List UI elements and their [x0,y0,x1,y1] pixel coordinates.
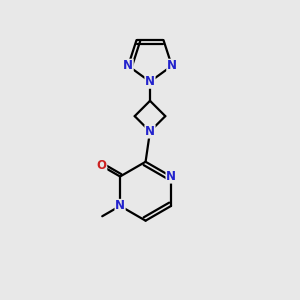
Text: N: N [145,125,155,138]
Text: N: N [123,59,133,72]
Text: N: N [167,59,177,72]
Text: N: N [166,170,176,183]
Text: N: N [145,75,155,88]
Text: N: N [115,200,125,212]
Text: O: O [97,159,107,172]
